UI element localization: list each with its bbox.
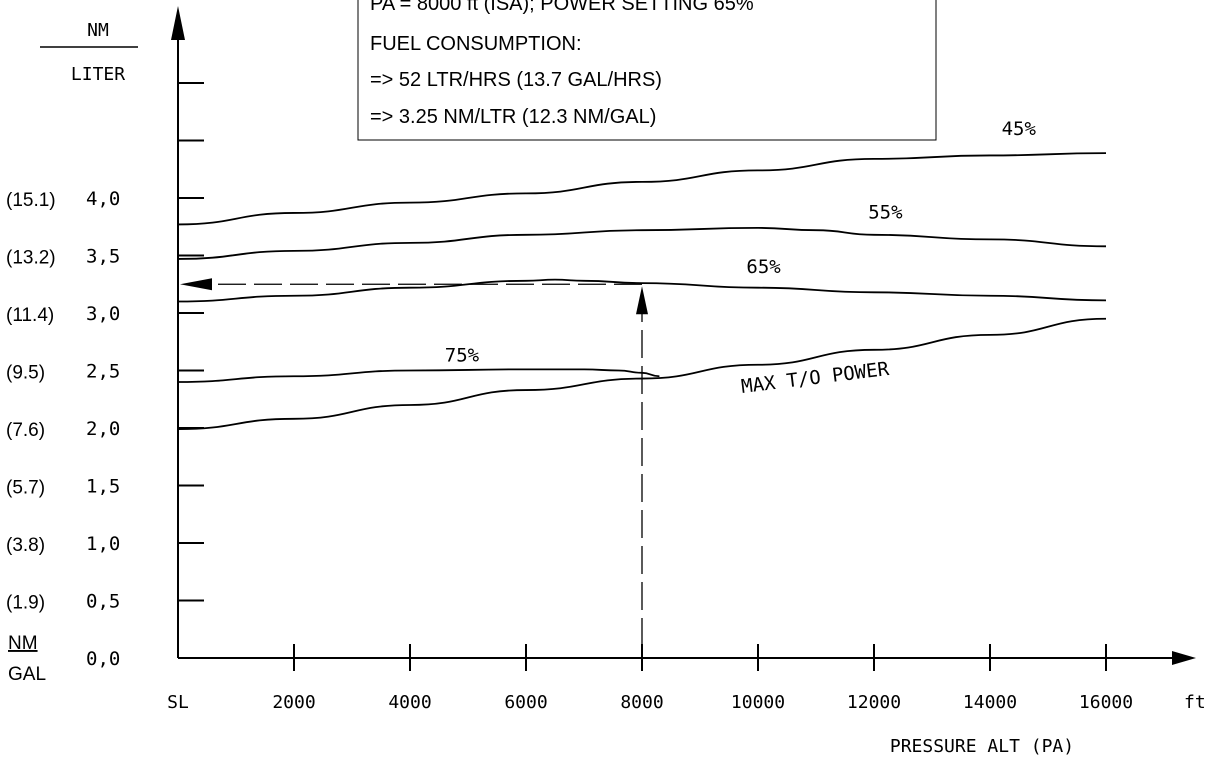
series-line <box>177 368 660 383</box>
y2-tick-label: (7.6) <box>6 420 45 441</box>
y-tick-label: 2,0 <box>86 418 120 440</box>
y-tick-label: 2,5 <box>86 361 120 383</box>
y2-tick-label: (13.2) <box>6 248 56 269</box>
x-unit: ft <box>1184 692 1206 713</box>
x-tick-label: 12000 <box>847 692 901 713</box>
series-line <box>177 226 1107 260</box>
y-tick-label: 1,5 <box>86 476 120 498</box>
example-box <box>357 0 937 141</box>
y2-tick-label: (5.7) <box>6 478 45 499</box>
y2-tick-label: (15.1) <box>6 190 56 211</box>
y2-tick-label: (1.9) <box>6 593 45 614</box>
y2-tick-label: (3.8) <box>6 535 45 556</box>
x-axis-arrow-icon <box>1172 651 1196 665</box>
x-tick-label: 4000 <box>388 692 431 713</box>
y2-label-top: NM <box>8 633 38 654</box>
series-line <box>177 278 1107 303</box>
x-tick-label: 10000 <box>731 692 785 713</box>
series-label: 75% <box>445 344 480 366</box>
series-label: 45% <box>1002 118 1037 140</box>
x-tick-label: 6000 <box>504 692 547 713</box>
y-tick-label: 0,0 <box>86 648 120 670</box>
y-tick-label: 3,0 <box>86 303 120 325</box>
y2-tick-label: (11.4) <box>6 305 54 326</box>
series-label: 55% <box>868 202 903 224</box>
y-tick-label: 4,0 <box>86 188 120 210</box>
example-left-arrow-icon <box>180 278 212 291</box>
x-tick-label: 16000 <box>1079 692 1133 713</box>
y2-label-bottom: GAL <box>8 664 46 685</box>
x-tick-label: 14000 <box>963 692 1017 713</box>
y-label-bottom: LITER <box>71 64 125 85</box>
x-tick-label: SL <box>167 692 189 713</box>
example-line-4: => 3.25 NM/LTR (12.3 NM/GAL) <box>370 106 656 128</box>
series-label: 65% <box>746 256 781 278</box>
x-tick-label: 8000 <box>620 692 663 713</box>
example-line-3: => 52 LTR/HRS (13.7 GAL/HRS) <box>370 69 662 91</box>
series-line <box>177 152 1107 226</box>
example-line-1: PA = 8000 ft (ISA); POWER SETTING 65% <box>370 0 754 15</box>
y2-tick-label: (9.5) <box>6 363 45 384</box>
x-tick-label: 2000 <box>272 692 315 713</box>
y-tick-label: 0,5 <box>86 591 120 613</box>
y-tick-label: 1,0 <box>86 533 120 555</box>
example-line-2: FUEL CONSUMPTION: <box>370 33 582 55</box>
x-axis-title: PRESSURE ALT (PA) <box>890 736 1074 757</box>
y-axis-arrow-icon <box>171 6 185 40</box>
example-up-arrow-icon <box>636 286 648 315</box>
y-label-top: NM <box>87 20 109 41</box>
y-tick-label: 3,5 <box>86 246 120 268</box>
